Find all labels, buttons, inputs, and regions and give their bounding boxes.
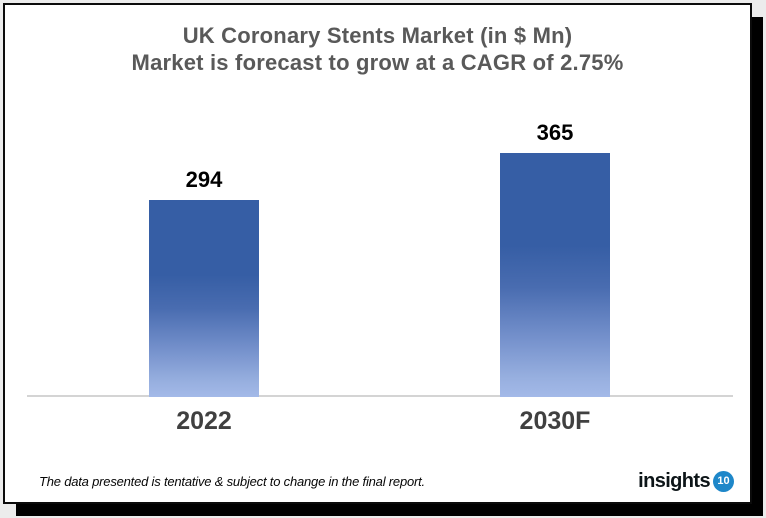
- chart-title-line2: Market is forecast to grow at a CAGR of …: [131, 50, 624, 75]
- chart-title: UK Coronary Stents Market (in $ Mn) Mark…: [5, 22, 750, 76]
- logo-badge-10-icon: 10: [713, 470, 734, 492]
- logo-text: insights: [638, 470, 710, 492]
- bar-group: 294: [149, 167, 259, 397]
- footer-note: The data presented is tentative & subjec…: [39, 474, 425, 489]
- chart-frame: UK Coronary Stents Market (in $ Mn) Mark…: [3, 3, 752, 504]
- bar-value-label: 294: [185, 167, 223, 192]
- category-label: 2030F: [519, 407, 591, 435]
- bar: [500, 153, 610, 397]
- chart-title-line1: UK Coronary Stents Market (in $ Mn): [182, 23, 573, 48]
- bar-group: 365: [500, 120, 610, 397]
- insights10-logo: insights 10: [638, 469, 734, 493]
- bar: [149, 200, 259, 397]
- category-label: 2022: [176, 407, 232, 435]
- x-axis-line: [27, 395, 733, 397]
- plot-area: 294 2022 365 2030F: [5, 5, 750, 502]
- bar-value-label: 365: [536, 120, 574, 145]
